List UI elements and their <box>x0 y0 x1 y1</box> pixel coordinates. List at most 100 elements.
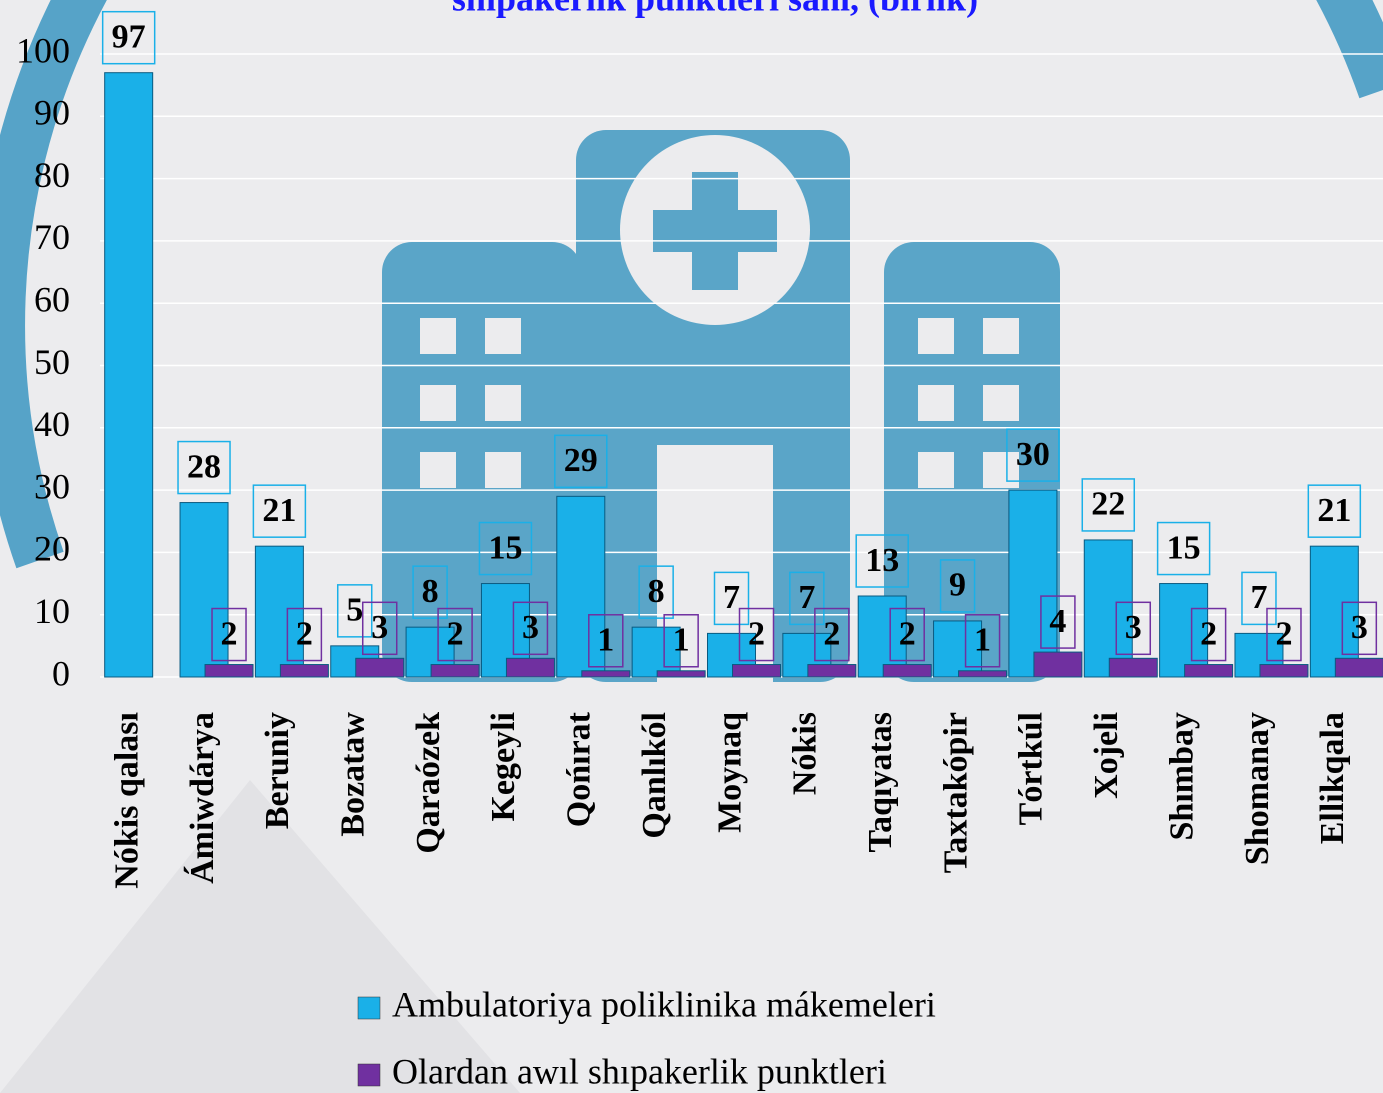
y-tick-label: 20 <box>34 529 70 569</box>
x-tick-label: Ámiwdárya <box>184 712 221 884</box>
y-tick-label: 70 <box>34 217 70 257</box>
value-label-box <box>1115 601 1152 656</box>
legend-label: Olardan awıl shıpakerlik punktleri <box>392 1051 887 1091</box>
value-label-box <box>638 565 674 619</box>
value-label-box <box>889 607 925 662</box>
value-label: 8 <box>648 573 665 610</box>
x-tick-label: Xojeli <box>1088 712 1125 799</box>
value-label-box <box>1040 595 1076 649</box>
value-label: 2 <box>296 615 313 652</box>
x-tick-label: Tórtkúl <box>1013 712 1050 825</box>
x-tick-label: Qaraózek <box>410 712 447 854</box>
bar <box>505 657 555 678</box>
y-tick-label: 40 <box>34 404 70 444</box>
bg-windows <box>420 318 1019 488</box>
value-label: 15 <box>488 529 522 566</box>
x-tick-label: Beruniy <box>259 712 296 829</box>
value-label-box <box>1006 428 1060 482</box>
x-tick-label: Taqıyatas <box>862 712 899 852</box>
value-label: 1 <box>597 622 614 659</box>
y-tick-label: 100 <box>16 30 70 70</box>
value-label: 28 <box>187 448 221 485</box>
bar <box>1108 657 1158 678</box>
value-label-box <box>211 607 247 662</box>
x-tick-label: Qońırat <box>561 711 598 827</box>
bar <box>882 664 932 678</box>
bar <box>204 664 254 678</box>
bar <box>958 670 1008 678</box>
value-label: 2 <box>748 615 765 652</box>
value-label: 21 <box>262 492 296 529</box>
x-tick-label: Shımbay <box>1163 712 1200 841</box>
x-tick-label: Bozataw <box>335 712 372 837</box>
value-label-box <box>789 571 825 626</box>
value-label: 2 <box>1200 615 1217 652</box>
bar <box>254 545 304 678</box>
bar <box>1334 657 1383 678</box>
value-label: 30 <box>1016 436 1050 473</box>
value-label: 22 <box>1091 486 1125 523</box>
bar <box>1259 664 1309 678</box>
y-tick-label: 10 <box>34 591 70 631</box>
value-label: 2 <box>1275 615 1292 652</box>
value-label-box <box>361 601 398 656</box>
value-label-box <box>855 534 909 588</box>
value-label-box <box>478 521 533 576</box>
value-label-box <box>286 607 323 662</box>
bg-shape <box>0 780 520 1093</box>
bar <box>933 620 983 678</box>
value-label-box <box>1081 478 1136 532</box>
bg-arc <box>0 0 1383 569</box>
value-label-box <box>663 614 699 668</box>
value-label: 1 <box>974 622 991 659</box>
value-label-box <box>1156 521 1211 576</box>
value-label-box <box>252 484 307 538</box>
value-label: 2 <box>221 615 238 652</box>
y-tick-label: 60 <box>34 279 70 319</box>
bar <box>581 670 631 678</box>
bg-cross <box>692 172 738 290</box>
value-label-box <box>738 607 775 662</box>
value-label: 7 <box>798 579 815 616</box>
value-label: 13 <box>865 542 899 579</box>
value-label-box <box>814 607 850 662</box>
y-tick-label: 80 <box>34 155 70 195</box>
value-label-box <box>336 584 373 638</box>
bar <box>732 664 781 678</box>
value-label: 7 <box>723 579 740 616</box>
x-tick-label: Moynaq <box>711 712 748 833</box>
value-label: 3 <box>522 609 539 646</box>
value-label-box <box>1241 571 1277 626</box>
value-label: 5 <box>346 592 363 629</box>
value-label: 3 <box>371 609 388 646</box>
value-label: 21 <box>1317 492 1351 529</box>
x-tick-label: Ellikqala <box>1314 712 1351 844</box>
y-tick-label: 30 <box>34 466 70 506</box>
bar <box>355 657 405 678</box>
y-tick-label: 0 <box>52 653 70 693</box>
x-tick-label: Taxtakópir <box>937 712 974 873</box>
x-tick-label: Shomanay <box>1239 712 1276 865</box>
x-tick-label: Qanlıkól <box>636 712 673 839</box>
bar <box>1184 664 1234 678</box>
bar <box>279 664 329 678</box>
bar <box>857 595 907 678</box>
bar <box>1033 651 1083 678</box>
value-label: 97 <box>112 18 146 55</box>
value-label-box <box>939 559 976 613</box>
x-tick-label: Nókis <box>787 712 824 795</box>
value-label: 3 <box>1125 609 1142 646</box>
bar <box>430 664 480 678</box>
value-label-box <box>177 440 231 495</box>
bar <box>104 72 154 678</box>
bar <box>1309 545 1359 678</box>
value-label-box <box>437 607 473 662</box>
x-tick-label: Kegeyli <box>485 712 522 822</box>
value-label-box <box>964 614 1001 668</box>
value-label: 2 <box>823 615 840 652</box>
value-label-box <box>101 10 156 65</box>
value-label-box <box>588 614 624 668</box>
value-label: 2 <box>447 615 464 652</box>
value-label-box <box>554 434 608 489</box>
